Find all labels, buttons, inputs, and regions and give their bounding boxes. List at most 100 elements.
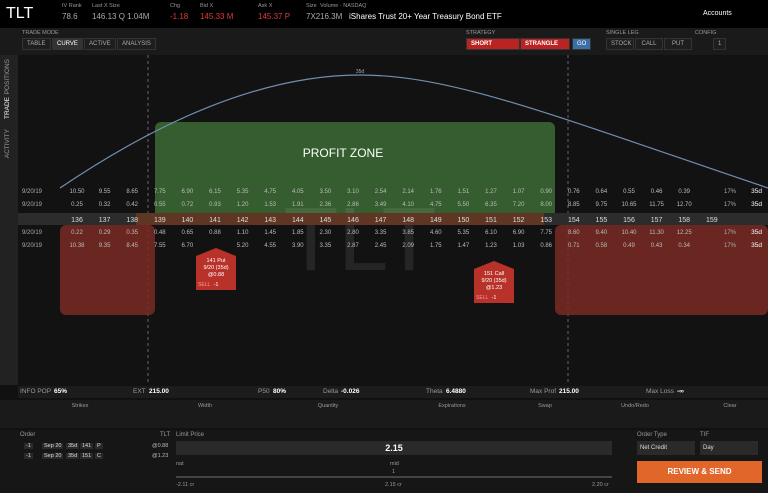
single-leg[interactable]: PUT [664, 38, 692, 50]
strike: 151 [485, 217, 497, 224]
mode-tab[interactable]: ACTIVE [84, 38, 116, 50]
leg-price: @0.88 [208, 272, 224, 278]
control-label[interactable]: Undo/Redo [621, 403, 649, 409]
control-label[interactable]: Quantity [317, 403, 339, 409]
leg-strike[interactable]: 141 [80, 443, 94, 449]
price: 12.70 [677, 202, 693, 208]
price: 0.65 [182, 230, 194, 236]
price: 0.46 [651, 189, 663, 195]
accounts[interactable]: Accounts [703, 10, 732, 17]
price: 0.86 [540, 243, 552, 249]
leg-type[interactable]: P [95, 443, 103, 449]
leg-qty[interactable]: -1 [24, 443, 33, 449]
price: 4.75 [430, 202, 442, 208]
tif[interactable]: Day [700, 441, 758, 455]
strike: 144 [292, 217, 304, 224]
price: 0.55 [154, 202, 166, 208]
price: 0.39 [678, 189, 690, 195]
price: 3.35 [320, 243, 332, 249]
price: 5.20 [237, 243, 249, 249]
leg-price: @1.23 [152, 453, 169, 459]
price: 0.93 [209, 202, 221, 208]
strategy-button[interactable]: SHORT [466, 38, 520, 50]
strike: 158 [678, 217, 690, 224]
stat-label: Delta [323, 388, 339, 395]
strategy-button[interactable]: STRANGLE [520, 38, 570, 50]
strike: 150 [458, 217, 470, 224]
limit-price[interactable]: 2.15 [176, 441, 612, 455]
leg-expiry: 9/20 (35d) [481, 278, 506, 284]
slider[interactable] [176, 476, 612, 478]
field-label: Bid X [200, 3, 214, 9]
leg-exp[interactable]: Sep 20 [42, 443, 64, 449]
price: 12.25 [677, 230, 693, 236]
leg-strike[interactable]: 151 [80, 453, 94, 459]
mode-tab[interactable]: TABLE [22, 38, 51, 50]
label: STRATEGY [466, 30, 496, 36]
label: Order [20, 432, 36, 438]
single-leg[interactable]: CALL [635, 38, 663, 50]
side-tab[interactable]: POSITIONS [4, 59, 11, 95]
order-type[interactable]: Net Credit [637, 441, 695, 455]
price: 10.65 [621, 202, 637, 208]
price: 0.25 [71, 202, 83, 208]
control-label[interactable]: Expirations [438, 403, 466, 409]
price: 3.90 [292, 243, 304, 249]
control-label[interactable]: Clear [723, 403, 737, 409]
price: 2.09 [402, 243, 414, 249]
single-leg[interactable]: STOCK [606, 38, 634, 50]
leg-exp[interactable]: Sep 20 [42, 453, 64, 459]
leg-tag[interactable] [474, 261, 514, 303]
stat-value: 215.00 [149, 388, 169, 395]
price: 0.48 [154, 230, 166, 236]
mid-price: 2.15 cr [385, 482, 402, 488]
price: 5.35 [458, 230, 470, 236]
leg-qty[interactable]: -1 [24, 453, 33, 459]
stat-label: Max Loss [646, 388, 674, 395]
strike: 137 [99, 217, 111, 224]
leg-side: SELL [476, 295, 488, 301]
control-label[interactable]: Swap [538, 403, 552, 409]
price: 8.85 [568, 202, 580, 208]
price: 1.20 [237, 202, 249, 208]
stat-value: 80% [273, 388, 287, 395]
field-value: 145.33 M [200, 12, 234, 21]
price: 1.53 [264, 202, 276, 208]
leg-title: 151 Call [484, 271, 504, 277]
field-value: 145.37 P [258, 12, 291, 21]
control-label[interactable]: Width [197, 403, 213, 409]
side-tab[interactable]: ACTIVITY [4, 129, 11, 159]
strike: 146 [347, 217, 359, 224]
mid-label: mid [390, 461, 399, 467]
strike: 140 [182, 217, 194, 224]
leg-tag[interactable] [196, 248, 236, 290]
expiry: 9/20/19 [22, 189, 43, 195]
price: 0.49 [623, 243, 635, 249]
price: 9.55 [99, 189, 111, 195]
side-tab[interactable]: TRADE [4, 97, 11, 120]
config-value[interactable]: 1 [713, 38, 727, 50]
price: 0.55 [623, 189, 635, 195]
mode-tab[interactable]: CURVE [52, 38, 83, 50]
leg-type[interactable]: C [95, 453, 103, 459]
price: 1.76 [430, 189, 442, 195]
toolbar: TRADE MODE STRATEGY SINGLE LEG CONFIG SH… [0, 28, 768, 55]
control-label[interactable]: Strikes [71, 403, 89, 409]
review-send[interactable]: REVIEW & SEND [637, 461, 762, 483]
nat-price: -2.11 cr [176, 482, 195, 488]
price: 2.80 [347, 230, 359, 236]
iv: 17% [724, 243, 737, 249]
leg-dte[interactable]: 35d [66, 443, 80, 449]
field-value: 16.3M [320, 12, 343, 21]
iv: 17% [724, 202, 737, 208]
leg-dte[interactable]: 35d [66, 453, 80, 459]
price: 3.10 [347, 189, 359, 195]
field-label: Last X Size [92, 3, 120, 9]
price: 8.60 [568, 230, 580, 236]
mode-tab[interactable]: ANALYSIS [117, 38, 156, 50]
field-label: IV Rank [62, 3, 82, 9]
go-button[interactable]: GO [572, 38, 592, 50]
stat-label: INFO POP [20, 388, 52, 395]
price: 11.30 [649, 230, 664, 236]
price: 0.42 [126, 202, 138, 208]
